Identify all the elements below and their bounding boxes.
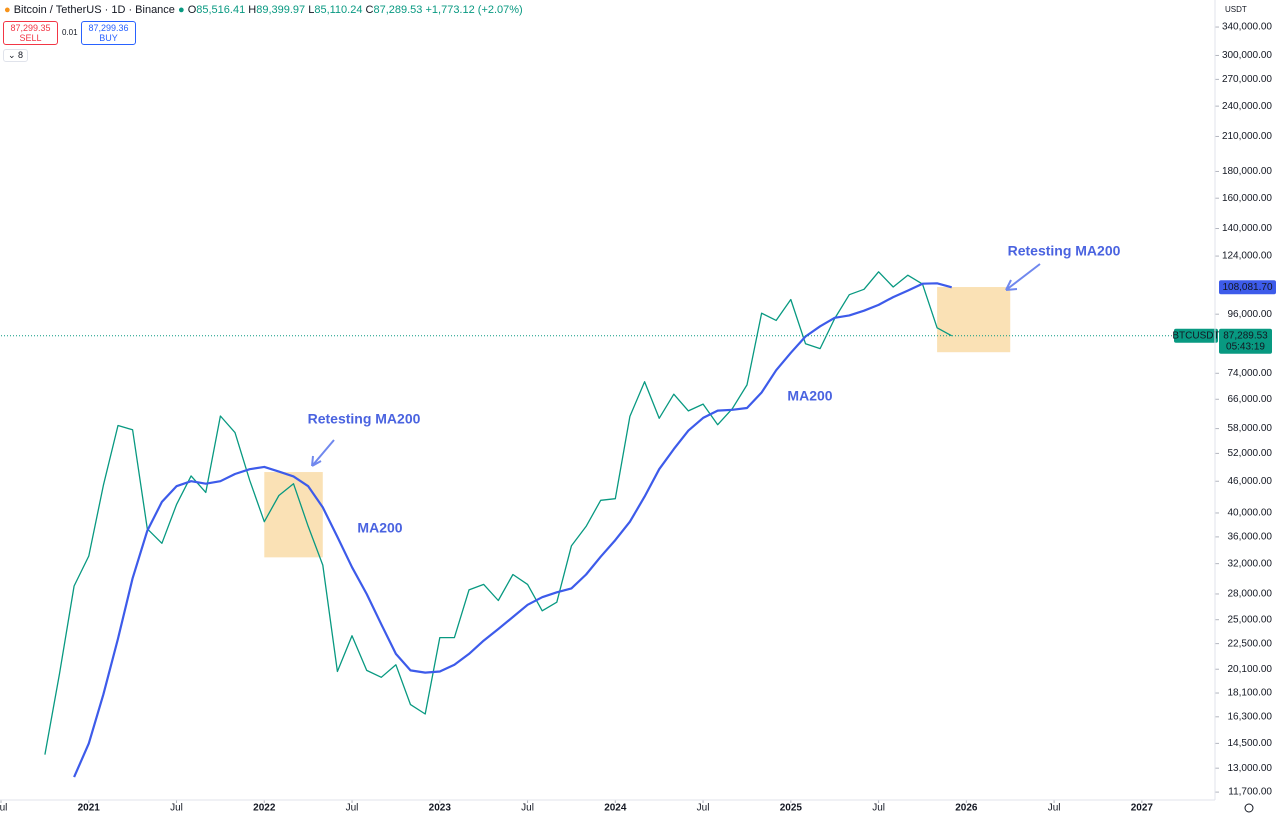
y-tick-label: 124,000.00 — [1222, 251, 1272, 262]
annotation: MA200 — [357, 520, 402, 536]
y-tick-label: 11,700.00 — [1228, 787, 1272, 798]
ohlc-value: 87,289.53 — [373, 4, 423, 16]
symbol-info: ● Bitcoin / TetherUS · 1D · Binance ● O8… — [4, 4, 523, 16]
ohlc-label: L — [308, 4, 315, 16]
x-tick-label: 2027 — [1131, 803, 1154, 814]
sell-price: 87,299.35 — [10, 23, 51, 33]
series-line — [73, 282, 952, 778]
x-tick-label: Jul — [697, 803, 710, 814]
annotation: Retesting MA200 — [1008, 243, 1121, 259]
ohlc-value: 85,110.24 — [314, 4, 363, 16]
y-tick-label: 66,000.00 — [1228, 394, 1273, 405]
x-tick-label: Jul — [1048, 803, 1061, 814]
last-price-tag — [1219, 328, 1272, 354]
y-tick-label: 16,300.00 — [1228, 711, 1273, 722]
symbol-tag-label: BTCUSDT — [1172, 330, 1219, 341]
buy-price: 87,299.36 — [88, 23, 129, 33]
x-tick-label: 2026 — [955, 803, 978, 814]
y-tick-label: 300,000.00 — [1222, 50, 1272, 61]
y-tick-label: 14,500.00 — [1228, 738, 1273, 749]
y-tick-label: 46,000.00 — [1228, 476, 1273, 487]
ohlc-value: 89,399.97 — [256, 4, 306, 16]
y-tick-label: 25,000.00 — [1228, 614, 1273, 625]
y-tick-label: 160,000.00 — [1222, 193, 1272, 204]
annotation: MA200 — [787, 388, 832, 404]
x-tick-label: 2025 — [780, 803, 803, 814]
x-tick-label: 2021 — [78, 803, 101, 814]
buy-button[interactable]: 87,299.36 BUY — [81, 21, 136, 45]
y-tick-label: 270,000.00 — [1222, 74, 1272, 85]
change: +1,773.12 (+2.07%) — [425, 4, 523, 16]
y-tick-label: 210,000.00 — [1222, 131, 1272, 142]
indicators-count: 8 — [18, 50, 24, 60]
ma-price-tag — [1219, 280, 1276, 295]
ma-price-label: 108,081.70 — [1222, 282, 1272, 293]
indicators-toggle[interactable]: ⌄ 8 — [3, 49, 29, 62]
ohlc-value: 85,516.41 — [196, 4, 246, 16]
last-price-label: 87,289.53 — [1223, 330, 1268, 341]
y-tick-label: 74,000.00 — [1228, 368, 1273, 379]
arrow — [1005, 263, 1041, 291]
y-tick-label: 13,000.00 — [1228, 763, 1273, 774]
x-tick-label: Jul — [521, 803, 534, 814]
y-tick-label: 180,000.00 — [1222, 166, 1272, 177]
y-tick-label: 52,000.00 — [1228, 448, 1273, 459]
y-tick-label: 140,000.00 — [1222, 223, 1272, 234]
y-tick-label: 32,000.00 — [1228, 558, 1273, 569]
settings-icon[interactable] — [1244, 803, 1254, 813]
x-tick-label: 2022 — [253, 803, 276, 814]
ohlc-label: O — [187, 4, 197, 16]
y-tick-label: 96,000.00 — [1228, 309, 1273, 320]
symbol[interactable]: Bitcoin / TetherUS · 1D · Binance — [13, 4, 175, 16]
y-tick-label: 40,000.00 — [1228, 508, 1273, 519]
ohlc-label: H — [248, 4, 257, 16]
y-tick-label: 22,500.00 — [1228, 638, 1273, 649]
y-tick-label: 58,000.00 — [1228, 423, 1273, 434]
y-tick-label: 340,000.00 — [1222, 22, 1272, 33]
x-tick-label: Jul — [872, 803, 885, 814]
x-tick-label: 2023 — [429, 803, 452, 814]
coin-icon: ● — [4, 4, 11, 16]
symbol-tag — [1174, 328, 1218, 343]
sell-button[interactable]: 87,299.35 SELL — [3, 21, 58, 45]
y-tick-label: 20,100.00 — [1228, 664, 1273, 675]
highlight-box — [937, 287, 1011, 353]
buy-label: BUY — [99, 33, 118, 43]
x-tick-label: Jul — [346, 803, 359, 814]
x-tick-label: 2024 — [604, 803, 627, 814]
status-dot: ● — [177, 4, 185, 16]
x-tick-label: Jul — [170, 803, 183, 814]
series-line — [44, 271, 953, 755]
y-tick-label: 18,100.00 — [1228, 688, 1273, 699]
countdown-label: 05:43:19 — [1226, 341, 1265, 352]
ohlc-label: C — [365, 4, 374, 16]
sell-label: SELL — [19, 33, 42, 43]
highlight-box — [264, 472, 323, 558]
arrow — [311, 439, 335, 467]
y-tick-label: 28,000.00 — [1228, 589, 1273, 600]
y-tick-label: 240,000.00 — [1222, 101, 1272, 112]
y-tick-label: 36,000.00 — [1228, 532, 1273, 543]
x-tick-label: Jul — [0, 803, 7, 814]
currency[interactable]: USDT — [1225, 5, 1247, 14]
spread: 0.01 — [62, 28, 78, 37]
plot: 340,000.00 300,000.00 270,000.00 240,000.00… — [0, 22, 1276, 814]
annotation: Retesting MA200 — [308, 411, 421, 427]
